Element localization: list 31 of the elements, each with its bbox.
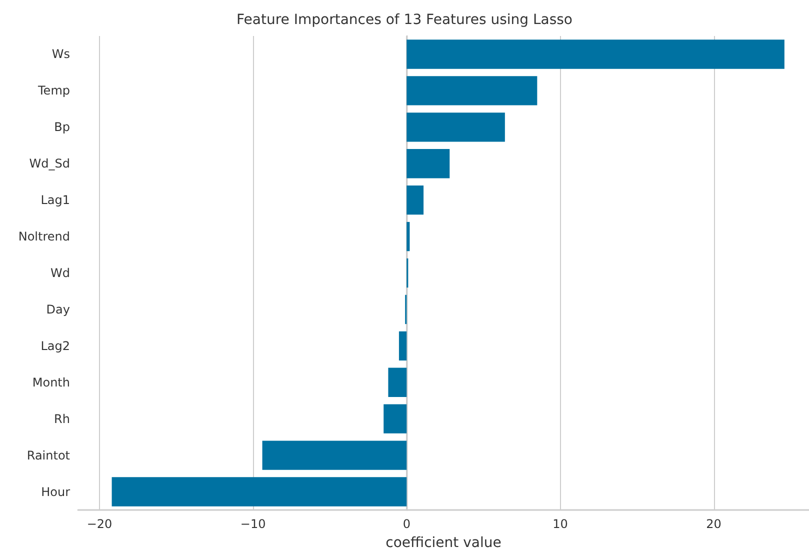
x-tick-label: 20 <box>706 517 722 531</box>
bar <box>406 149 450 178</box>
y-tick-label: Lag1 <box>40 193 70 208</box>
x-axis-title: coefficient value <box>386 535 502 551</box>
bar <box>406 222 410 252</box>
y-tick-label: Ws <box>52 47 70 62</box>
bar <box>112 477 407 506</box>
bar <box>406 185 424 215</box>
y-tick-label: Day <box>46 302 70 316</box>
bar <box>398 331 407 361</box>
bar <box>388 368 407 397</box>
x-tick-label: −20 <box>86 517 112 531</box>
y-tick-label: Rh <box>54 412 70 426</box>
y-tick-label: Wd_Sd <box>29 156 70 171</box>
y-tick-label: Month <box>32 375 70 390</box>
y-tick-label: Hour <box>41 484 70 499</box>
bar <box>384 404 407 434</box>
y-tick-label: Temp <box>37 84 70 98</box>
bar <box>406 76 538 106</box>
x-tick-label: 10 <box>552 517 568 531</box>
bar <box>406 40 784 69</box>
y-tick-label: Wd <box>50 266 70 280</box>
bar <box>406 112 505 142</box>
y-tick-label: Noltrend <box>18 230 70 244</box>
chart-title: Feature Importances of 13 Features using Lasso <box>236 12 572 28</box>
y-tick-label: Raintot <box>26 448 70 462</box>
y-tick-label: Lag2 <box>40 338 70 353</box>
y-tick-label: Bp <box>54 120 70 134</box>
x-tick-label: −10 <box>240 517 266 531</box>
bar <box>262 440 407 470</box>
x-tick-label: 0 <box>402 517 410 531</box>
